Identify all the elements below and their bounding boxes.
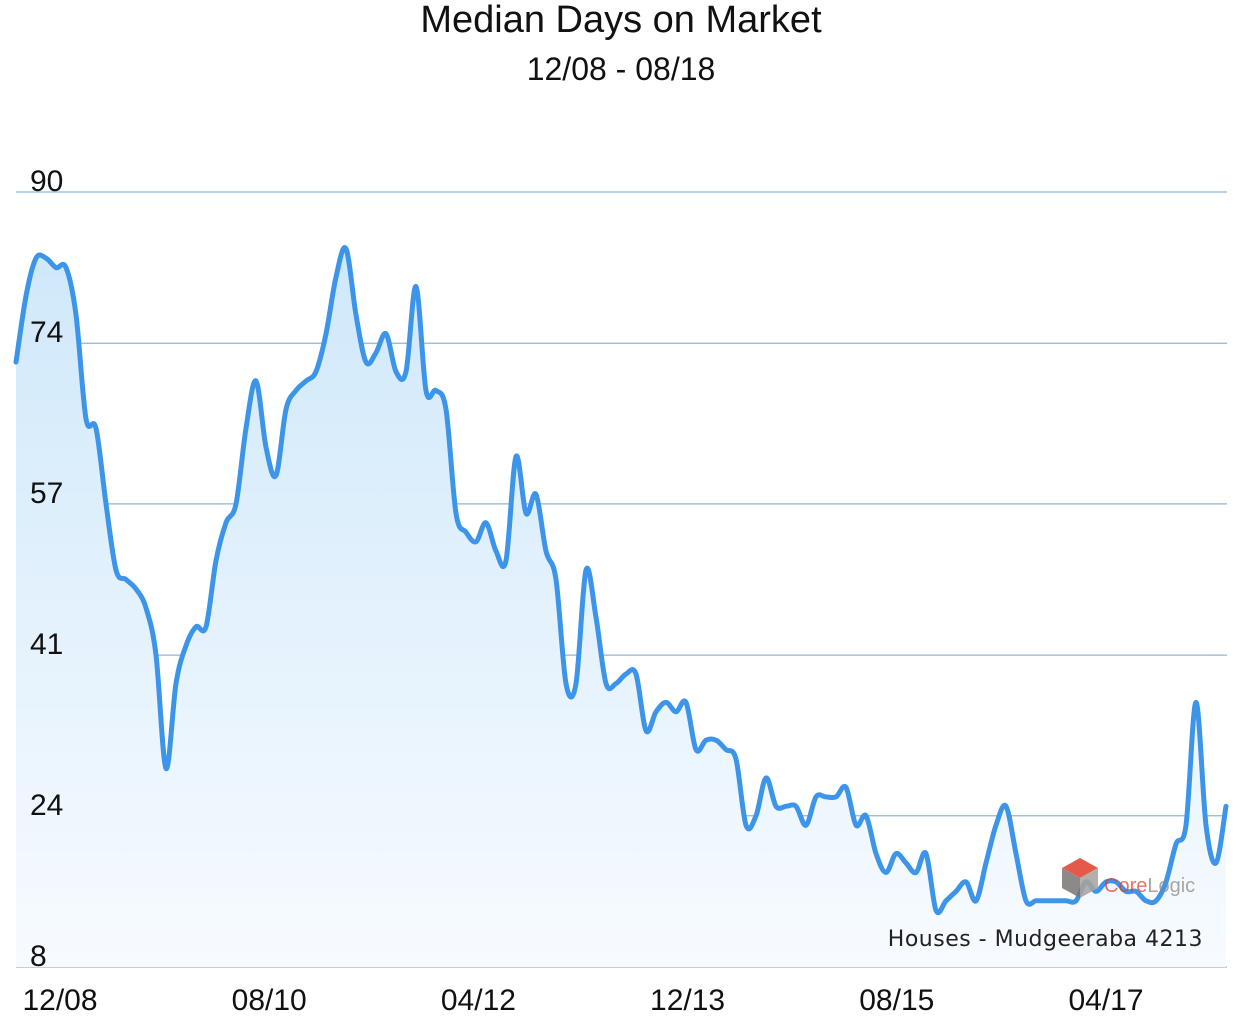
y-tick-label: 8 — [30, 940, 47, 973]
corelogic-logo-icon — [1062, 858, 1098, 898]
series-line — [13, 245, 1229, 916]
x-tick-label: 12/13 — [650, 984, 725, 1017]
series-line-layer — [13, 245, 1229, 916]
series-area — [16, 247, 1226, 967]
x-tick-label: 04/12 — [441, 984, 516, 1017]
y-axis-ticks: 90 74 57 41 24 8 — [30, 165, 63, 973]
x-tick-label: 04/17 — [1068, 984, 1143, 1017]
y-tick-label: 41 — [30, 628, 63, 661]
x-tick-label: 08/15 — [859, 984, 934, 1017]
corelogic-wordmark: CoreLogic — [1104, 875, 1195, 897]
chart-title: Median Days on Market — [420, 0, 822, 41]
corelogic-watermark: CoreLogic — [1062, 858, 1195, 898]
y-tick-label: 74 — [30, 316, 63, 349]
y-tick-label: 57 — [30, 477, 63, 510]
chart-subtitle: 12/08 - 08/18 — [527, 51, 716, 87]
y-tick-label: 90 — [30, 165, 63, 198]
chart-annotation: Houses - Mudgeeraba 4213 — [888, 927, 1203, 952]
x-tick-label: 12/08 — [22, 984, 97, 1017]
area-fill — [16, 247, 1226, 967]
x-tick-label: 08/10 — [232, 984, 307, 1017]
y-tick-label: 24 — [30, 789, 63, 822]
x-axis-ticks: 12/08 08/10 04/12 12/13 08/15 04/17 — [22, 984, 1143, 1017]
